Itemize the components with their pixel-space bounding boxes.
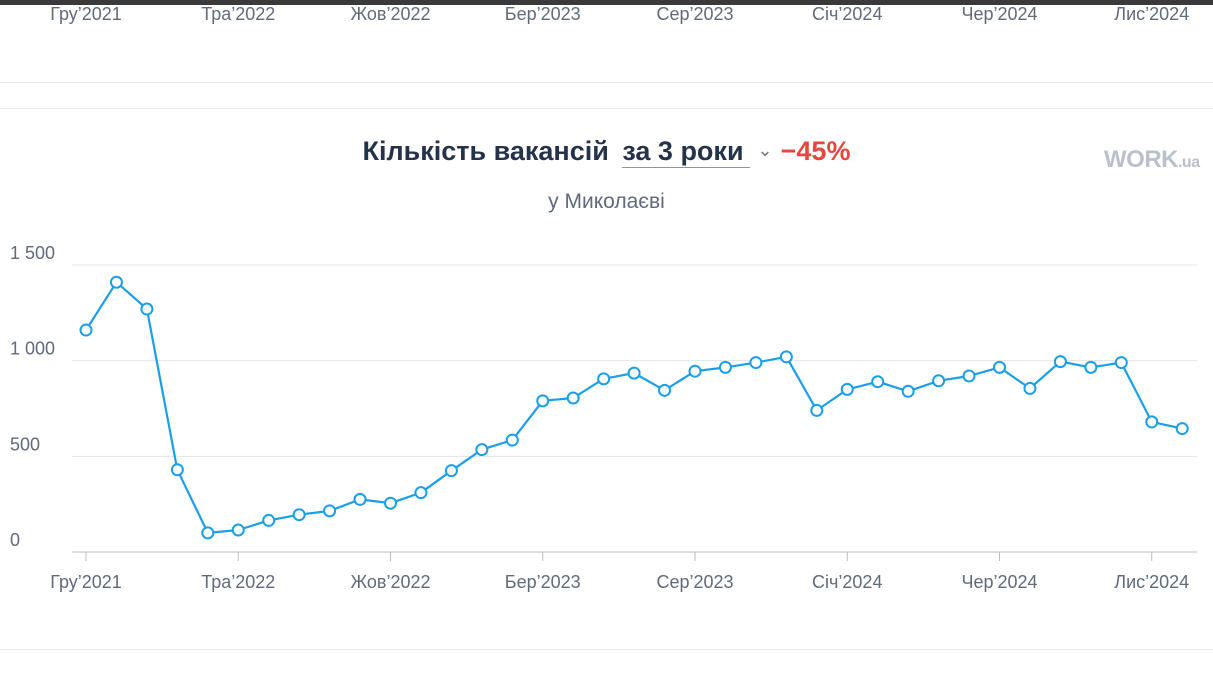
x-tick-label: Чер’2024 xyxy=(961,572,1037,592)
change-percent: −45% xyxy=(780,136,851,166)
data-point xyxy=(201,526,215,540)
previous-x-tick-label: Січ’2024 xyxy=(812,4,883,24)
work-ua-logo: WORK.ua xyxy=(1104,146,1200,174)
x-tick-label: Лис’2024 xyxy=(1114,572,1189,592)
x-tick-label: Сер’2023 xyxy=(656,572,733,592)
data-point xyxy=(231,523,245,537)
data-point xyxy=(109,275,123,289)
chart-header: Кількість вакансій за 3 роки ⌄ −45% xyxy=(0,136,1213,168)
data-point xyxy=(1114,356,1128,370)
data-point xyxy=(79,323,93,337)
previous-x-tick-label: Гру’2021 xyxy=(50,4,122,24)
previous-x-tick-label: Чер’2024 xyxy=(961,4,1038,24)
period-select-value: за 3 роки xyxy=(622,136,744,166)
data-point xyxy=(718,360,732,374)
data-point xyxy=(323,504,337,518)
data-point xyxy=(627,366,641,380)
data-point xyxy=(993,360,1006,374)
data-point xyxy=(140,302,154,316)
previous-x-tick-label: Бер’2023 xyxy=(504,4,581,24)
data-point xyxy=(597,372,611,386)
y-tick-label: 1 500 xyxy=(10,243,55,263)
chevron-down-icon[interactable]: ⌄ xyxy=(757,140,773,160)
logo-main: WORK xyxy=(1104,146,1178,173)
divider-line xyxy=(0,108,1213,109)
data-point xyxy=(871,375,885,389)
data-point xyxy=(1023,381,1037,395)
data-point xyxy=(536,394,550,408)
y-tick-label: 0 xyxy=(10,530,20,550)
data-point xyxy=(505,433,519,447)
data-point xyxy=(353,492,367,506)
data-point xyxy=(1084,360,1098,374)
data-point xyxy=(1145,415,1159,429)
data-point xyxy=(962,369,976,383)
data-point xyxy=(444,464,458,478)
x-tick-label: Жов’2022 xyxy=(350,572,430,592)
data-point xyxy=(779,350,793,364)
data-point xyxy=(292,508,306,522)
logo-suffix: .ua xyxy=(1177,154,1200,171)
window-top-edge xyxy=(0,0,1213,5)
divider-line xyxy=(0,82,1213,83)
data-point xyxy=(840,382,854,396)
series-line xyxy=(85,281,1183,535)
chart-subtitle: у Миколаєві xyxy=(548,190,665,213)
previous-x-tick-label: Тра’2022 xyxy=(201,4,276,24)
data-point xyxy=(414,486,428,500)
data-point xyxy=(262,513,276,527)
data-point xyxy=(384,496,397,510)
x-tick-label: Січ’2024 xyxy=(812,572,882,592)
data-point xyxy=(688,364,702,378)
previous-chart-x-axis: Гру’2021 Тра’2022 Жов’2022 Бер’2023 Сер’2023… xyxy=(0,0,1213,40)
chart-title: Кількість вакансій xyxy=(362,136,609,166)
data-point xyxy=(749,356,763,370)
data-point xyxy=(658,383,672,397)
data-point xyxy=(901,384,915,398)
data-point xyxy=(1053,355,1067,369)
y-tick-label: 1 000 xyxy=(10,339,55,359)
x-tick-label: Гру’2021 xyxy=(50,572,122,592)
data-point xyxy=(1175,422,1189,436)
x-tick-label: Тра’2022 xyxy=(201,572,275,592)
previous-x-tick-label: Лис’2024 xyxy=(1114,4,1190,24)
data-point xyxy=(170,463,184,477)
x-tick-label: Бер’2023 xyxy=(505,572,581,592)
data-point xyxy=(475,443,489,457)
data-point xyxy=(810,403,824,417)
y-tick-label: 500 xyxy=(10,434,40,454)
data-point xyxy=(566,391,580,405)
previous-x-tick-label: Жов’2022 xyxy=(350,4,431,24)
data-point xyxy=(932,374,946,388)
divider-line xyxy=(0,649,1213,650)
previous-x-tick-label: Сер’2023 xyxy=(656,4,734,24)
period-select[interactable]: за 3 роки xyxy=(622,136,750,168)
